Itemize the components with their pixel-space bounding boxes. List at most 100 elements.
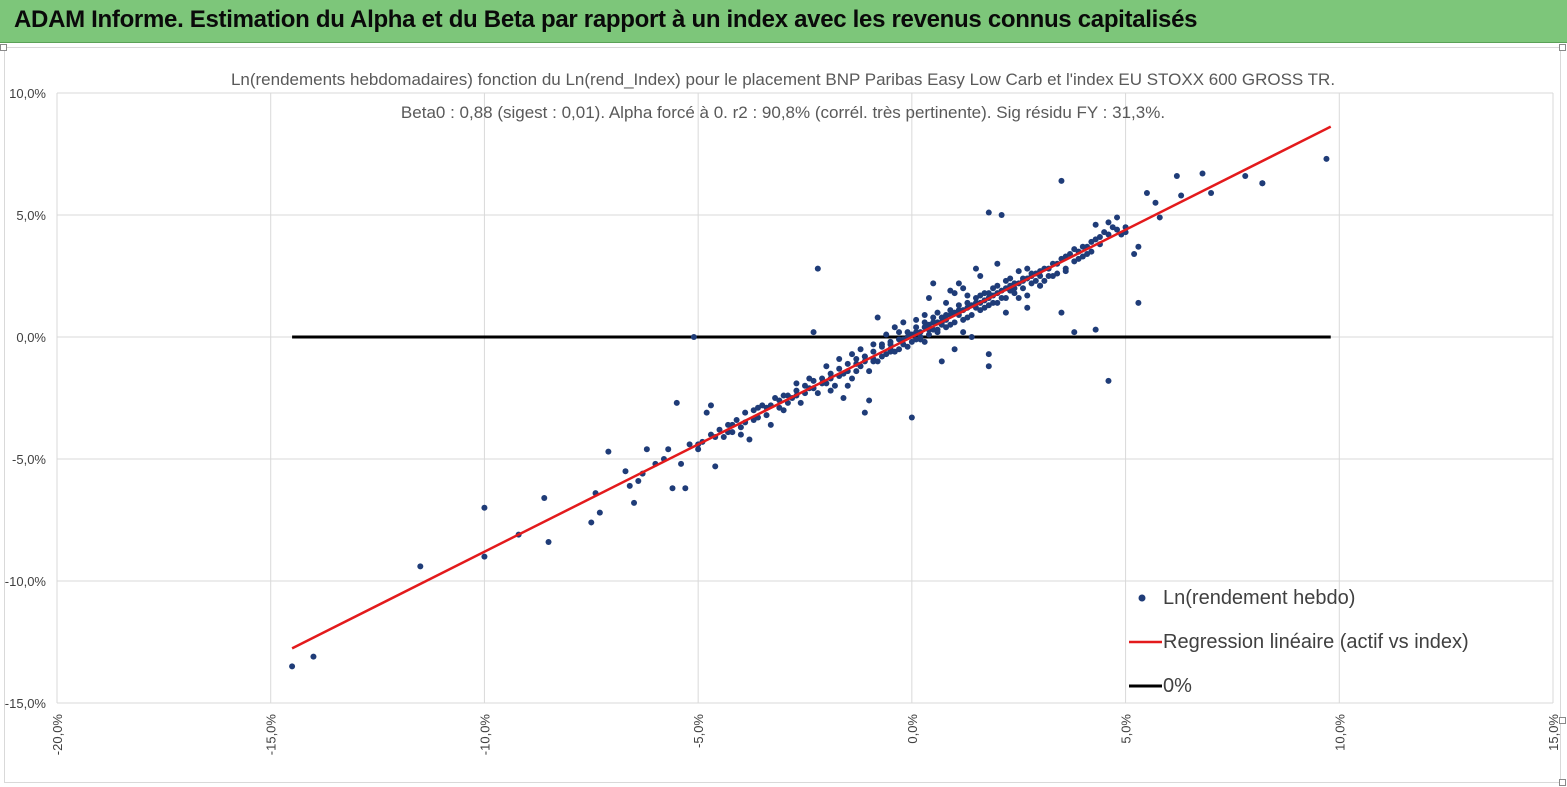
data-point — [844, 382, 851, 389]
y-tick-label: -5,0% — [12, 452, 46, 467]
data-point — [1135, 243, 1142, 250]
data-point — [964, 299, 971, 306]
data-point — [985, 209, 992, 216]
data-point — [985, 290, 992, 297]
data-point — [1015, 268, 1022, 275]
data-point — [947, 287, 954, 294]
data-point — [853, 368, 860, 375]
data-point — [853, 355, 860, 362]
data-point — [1178, 192, 1185, 199]
data-point — [1143, 190, 1150, 197]
data-point — [896, 336, 903, 343]
data-point — [776, 404, 783, 411]
data-point — [827, 370, 834, 377]
report-title: ADAM Informe. Estimation du Alpha et du … — [14, 6, 1198, 33]
data-point — [695, 446, 702, 453]
data-point — [968, 334, 975, 340]
data-point — [545, 538, 552, 545]
data-point — [964, 314, 971, 321]
y-tick-label: -10,0% — [5, 574, 47, 589]
data-point — [690, 334, 697, 340]
data-point — [836, 365, 843, 372]
data-point — [541, 495, 548, 502]
data-point — [1092, 221, 1099, 228]
data-point — [1135, 299, 1142, 306]
data-point — [712, 463, 719, 470]
data-point — [1024, 304, 1031, 311]
data-point — [780, 392, 787, 399]
data-point — [737, 424, 744, 431]
x-tick-label: -15,0% — [264, 714, 279, 756]
data-point — [289, 663, 296, 670]
data-point — [1259, 180, 1266, 187]
data-point — [729, 429, 736, 436]
data-point — [861, 353, 868, 360]
y-tick-label: 0,0% — [16, 330, 46, 345]
data-point — [626, 482, 633, 489]
chart-subtitle: Beta0 : 0,88 (sigest : 0,01). Alpha forc… — [401, 103, 1165, 122]
data-point — [1105, 231, 1112, 238]
data-point — [806, 375, 813, 382]
data-point — [866, 368, 873, 375]
data-point — [827, 387, 834, 394]
data-point — [831, 382, 838, 389]
y-tick-label: -15,0% — [5, 696, 47, 711]
data-point — [669, 485, 676, 492]
data-point — [896, 329, 903, 336]
data-point — [947, 307, 954, 314]
data-point — [417, 563, 424, 570]
data-point — [1156, 214, 1163, 221]
chart-resize-handle-bottom-right[interactable] — [1559, 779, 1566, 786]
data-point — [840, 395, 847, 401]
data-point — [810, 329, 817, 336]
x-tick-label: -10,0% — [477, 714, 492, 756]
data-point — [921, 338, 928, 345]
data-point — [673, 399, 680, 406]
data-point — [1024, 265, 1031, 272]
data-point — [934, 309, 941, 316]
data-point — [955, 280, 962, 287]
data-point — [1092, 326, 1099, 333]
data-point — [635, 477, 642, 484]
data-point — [725, 421, 732, 428]
data-point — [596, 509, 603, 516]
data-point — [1049, 273, 1056, 279]
data-point — [1092, 236, 1099, 243]
data-point — [1015, 294, 1022, 301]
data-point — [1079, 243, 1086, 250]
data-point — [990, 285, 997, 292]
report-banner: ADAM Informe. Estimation du Alpha et du … — [0, 0, 1567, 43]
data-point — [707, 402, 714, 409]
data-point — [588, 519, 595, 526]
data-point — [866, 397, 873, 404]
chart-resize-handle-top-left[interactable] — [0, 44, 7, 51]
data-point — [1041, 277, 1048, 284]
data-point — [763, 412, 770, 419]
data-point — [819, 375, 826, 382]
data-point — [814, 265, 821, 272]
data-point — [960, 285, 967, 292]
data-point — [955, 302, 962, 309]
data-point — [990, 299, 997, 306]
data-point — [1037, 282, 1044, 289]
chart-resize-handle-top-right[interactable] — [1559, 44, 1566, 51]
chart-frame[interactable] — [4, 47, 1561, 783]
data-point — [943, 312, 950, 319]
data-point — [998, 212, 1005, 218]
data-point — [913, 316, 920, 323]
data-point — [994, 260, 1001, 267]
data-point — [947, 321, 954, 328]
chart-resize-handle-right[interactable] — [1559, 717, 1566, 724]
data-point — [716, 426, 723, 433]
data-point — [878, 353, 885, 360]
data-point — [921, 319, 928, 326]
data-point — [960, 329, 967, 336]
data-point — [981, 304, 988, 311]
data-point — [733, 416, 740, 423]
data-point — [310, 653, 317, 660]
data-point — [951, 346, 958, 353]
y-tick-label: 5,0% — [16, 208, 46, 223]
data-point — [861, 409, 868, 416]
data-point — [1084, 251, 1091, 258]
